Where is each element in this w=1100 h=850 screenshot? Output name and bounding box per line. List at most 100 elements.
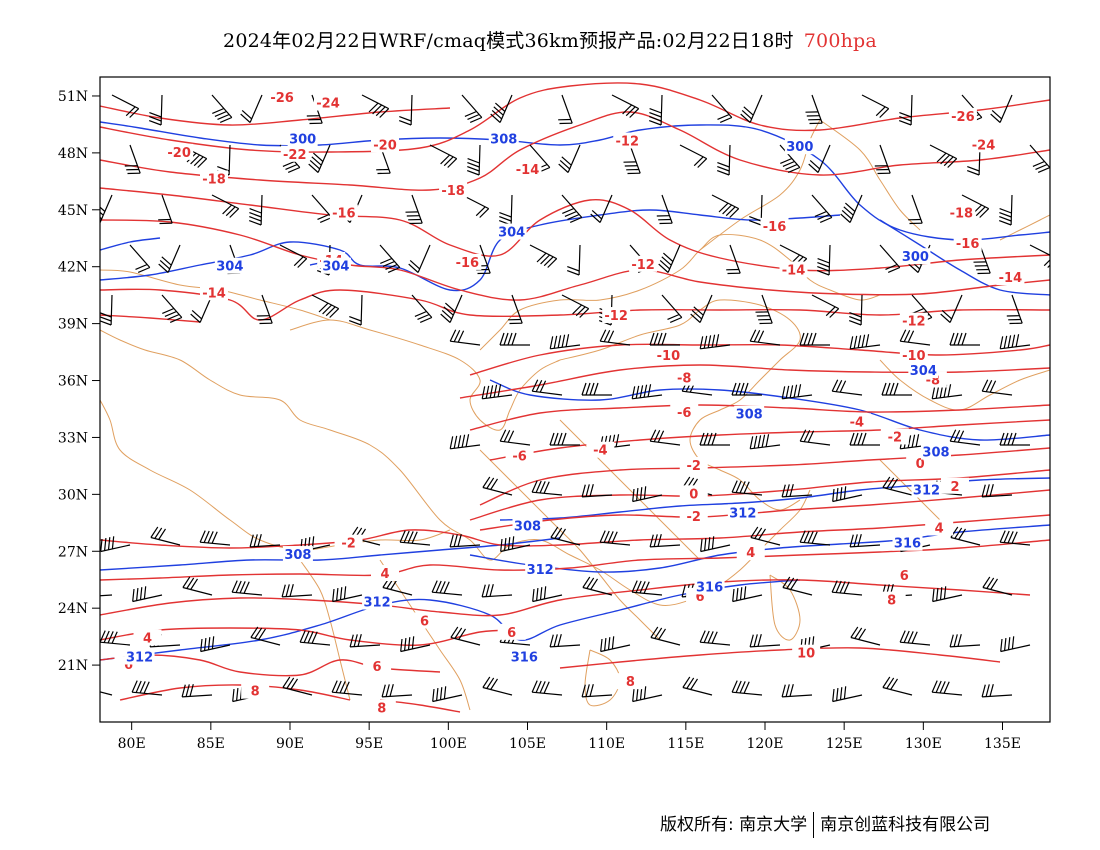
lon-tick-label: 135E [984, 736, 1021, 752]
wind-barb [679, 144, 708, 168]
wind-barb [799, 332, 830, 346]
temperature-label-bg [736, 544, 765, 561]
temperature-label-bg [371, 136, 399, 153]
wind-barb [582, 576, 613, 596]
lon-tick-label: 80E [118, 736, 146, 752]
temperature-label-bg [760, 217, 789, 234]
temperature-isotherm [100, 514, 1050, 549]
wind-barb [650, 626, 681, 646]
temperature-isotherm [119, 684, 351, 701]
wind-barb [381, 684, 413, 698]
wind-barb [711, 94, 733, 123]
temperature-label: -14 [516, 163, 540, 178]
temperature-label-bg [948, 107, 977, 124]
lon-tick-label: 100E [430, 736, 467, 752]
temperature-label: 8 [251, 685, 260, 700]
temperature-label-bg [334, 534, 363, 551]
wind-barb [731, 680, 763, 696]
wind-barb [940, 294, 963, 323]
wind-barb [898, 94, 913, 126]
temperature-isotherm [100, 579, 1031, 617]
temperature-isotherm [100, 82, 1050, 153]
temperature-isotherm [559, 647, 1001, 669]
wind-barb [279, 244, 308, 268]
boundary-line [819, 119, 921, 231]
wind-barb [249, 534, 281, 548]
lat-tick-label: 30N [58, 487, 88, 503]
temperature-label-bg [371, 565, 399, 582]
title-main: 2024年02月22日WRF/cmaq模式36km预报产品:02月22日18时 [223, 30, 794, 52]
wind-barb [449, 329, 481, 346]
wind-barb [158, 194, 173, 225]
height-label: 308 [490, 133, 517, 148]
wind-barb [799, 530, 831, 546]
wind-barb [100, 294, 113, 326]
wind-barb [949, 634, 981, 648]
wind-barb [879, 244, 901, 273]
temperature-label-bg [280, 145, 309, 162]
temperature-label: -24 [972, 138, 996, 153]
height-label-bg [320, 257, 351, 274]
wind-barb [999, 530, 1031, 546]
lon-tick-label: 110E [588, 736, 625, 752]
wind-barb [981, 684, 1013, 698]
wind-barb [499, 332, 530, 346]
height-contour [100, 237, 161, 251]
wind-barb [211, 94, 233, 123]
height-label-bg [362, 593, 393, 610]
height-label: 308 [922, 446, 949, 461]
lat-tick-label: 51N [58, 89, 88, 105]
wind-barb [611, 94, 640, 118]
wind-barb [831, 379, 863, 396]
temperature-label-bg [586, 441, 615, 458]
wind-barb [816, 244, 831, 276]
temperature-label: 10 [797, 647, 815, 662]
height-label-bg [525, 561, 556, 578]
wind-barb [690, 294, 713, 323]
lon-tick-label: 130E [905, 736, 942, 752]
boundary-line [289, 319, 561, 431]
temperature-label-bg [505, 447, 534, 464]
temperature-label-bg [899, 346, 928, 363]
boundary-line [479, 449, 661, 641]
temperature-label-bg [877, 591, 906, 608]
temperature-label: -14 [202, 286, 226, 301]
lon-tick-label: 85E [197, 736, 225, 752]
wind-barb [1029, 144, 1050, 173]
wind-barb [932, 586, 963, 603]
temperature-label-bg [654, 346, 683, 363]
wind-barb [631, 384, 663, 400]
temperature-label: 6 [420, 614, 429, 629]
wind-barb [599, 530, 631, 546]
temperature-label-bg [996, 269, 1025, 286]
wind-barb [182, 576, 213, 596]
wind-barb [549, 432, 580, 446]
boundary-line [879, 459, 941, 521]
temperature-label-bg [439, 181, 468, 198]
temperature-label-bg [925, 519, 954, 536]
height-label-bg [509, 648, 540, 665]
wind-barb [348, 294, 363, 326]
height-label-bg [727, 504, 758, 521]
temperature-label-bg [367, 699, 396, 716]
wind-barb [699, 334, 731, 350]
wind-barb [849, 334, 881, 350]
wind-barb [282, 676, 313, 696]
boundary-line [100, 399, 451, 551]
temperature-label: 6 [124, 658, 133, 673]
temperature-label: -16 [763, 220, 787, 235]
wind-barb [899, 630, 931, 646]
footer-separator [813, 812, 815, 838]
temperature-isotherm [459, 364, 1050, 399]
wind-barb [200, 636, 231, 653]
temperature-label: -10 [902, 349, 926, 364]
temperature-isotherm [479, 447, 1050, 506]
temperature-label-bg [613, 132, 642, 149]
lat-tick-label: 48N [58, 146, 88, 162]
wind-barb [379, 244, 401, 273]
wind-barb [481, 584, 513, 598]
wind-barb [531, 379, 563, 396]
temperature-label: -24 [316, 97, 340, 112]
wind-barb [700, 536, 731, 553]
wind-barb [982, 576, 1013, 596]
